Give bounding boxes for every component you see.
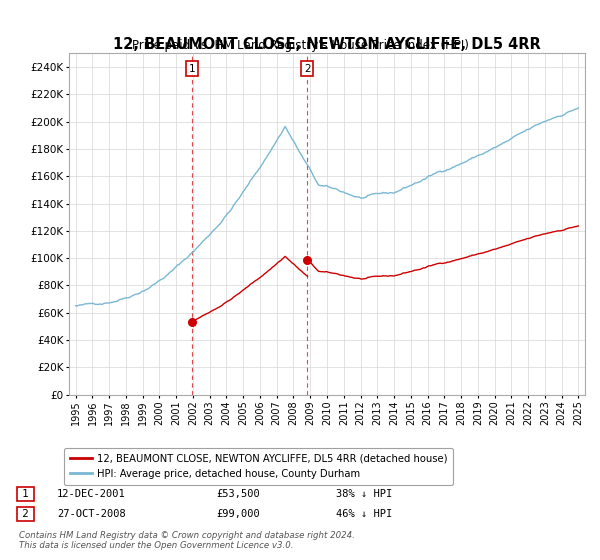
Text: 12-DEC-2001: 12-DEC-2001 [57,489,126,499]
Legend: 12, BEAUMONT CLOSE, NEWTON AYCLIFFE, DL5 4RR (detached house), HPI: Average pric: 12, BEAUMONT CLOSE, NEWTON AYCLIFFE, DL5… [64,448,454,485]
Point [187,317,197,326]
Text: 1: 1 [19,489,32,499]
Point [302,255,312,264]
Text: 38% ↓ HPI: 38% ↓ HPI [336,489,392,499]
Text: 27-OCT-2008: 27-OCT-2008 [57,509,126,519]
Text: £53,500: £53,500 [216,489,260,499]
Text: 2: 2 [304,64,311,73]
Text: Contains HM Land Registry data © Crown copyright and database right 2024.: Contains HM Land Registry data © Crown c… [19,531,355,540]
Text: This data is licensed under the Open Government Licence v3.0.: This data is licensed under the Open Gov… [19,541,294,550]
Title: 12, BEAUMONT CLOSE, NEWTON AYCLIFFE, DL5 4RR: 12, BEAUMONT CLOSE, NEWTON AYCLIFFE, DL5… [113,37,541,52]
Text: 46% ↓ HPI: 46% ↓ HPI [336,509,392,519]
Text: £99,000: £99,000 [216,509,260,519]
Text: 1: 1 [189,64,196,73]
Text: Price paid vs. HM Land Registry's House Price Index (HPI): Price paid vs. HM Land Registry's House … [131,39,469,52]
Text: 2: 2 [19,509,32,519]
